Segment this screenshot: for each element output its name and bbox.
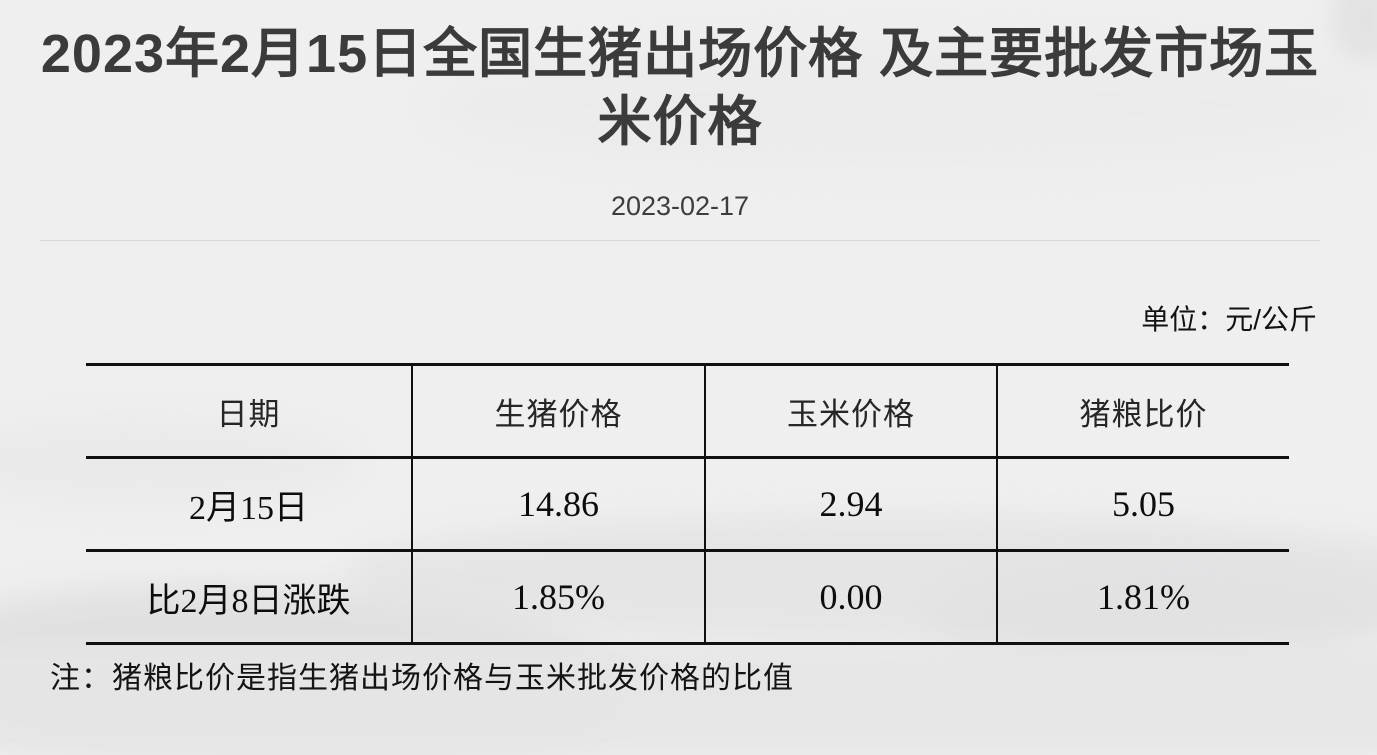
col-header-date: 日期 [216, 396, 281, 432]
unit-label: 单位：元/公斤 [1141, 304, 1317, 335]
table-cell-pig-change: 1.85% [411, 550, 705, 644]
table-cell-ratio-change: 1.81% [996, 550, 1289, 644]
wash-top-right [1332, 0, 1377, 62]
page-title: 2023年2月15日全国生猪出场价格 及主要批发市场玉米价格 [40, 24, 1320, 152]
article-content: 2023年2月15日全国生猪出场价格 及主要批发市场玉米价格 2023-02-1… [40, 0, 1320, 736]
table-cell-ratio: 5.05 [996, 457, 1289, 551]
table-row-change: 比2月8日涨跌 1.85% 0.00 1.81% [86, 550, 1289, 644]
col-header-ratio: 猪粮比价 [996, 364, 1289, 458]
col-header-corn-price: 玉米价格 [704, 364, 997, 458]
table-cell-pig-price: 14.86 [411, 457, 705, 551]
col-header-pig-price: 生猪价格 [411, 364, 705, 458]
row-label: 2月15日 [189, 489, 308, 527]
price-table: 日期 生猪价格 玉米价格 猪粮比价 2月15日 14.86 2.94 5.05 … [86, 363, 1289, 645]
title-divider [40, 240, 1320, 241]
table-cell-corn-price: 2.94 [704, 457, 997, 551]
table-row-current: 2月15日 14.86 2.94 5.05 [86, 457, 1289, 551]
row-label: 比2月8日涨跌 [146, 582, 351, 620]
footnote: 注：猪粮比价是指生猪出场价格与玉米批发价格的比值 [50, 662, 794, 695]
table-header-row: 日期 生猪价格 玉米价格 猪粮比价 [86, 364, 1289, 458]
table-cell-corn-change: 0.00 [704, 550, 997, 644]
publish-date: 2023-02-17 [610, 191, 750, 221]
